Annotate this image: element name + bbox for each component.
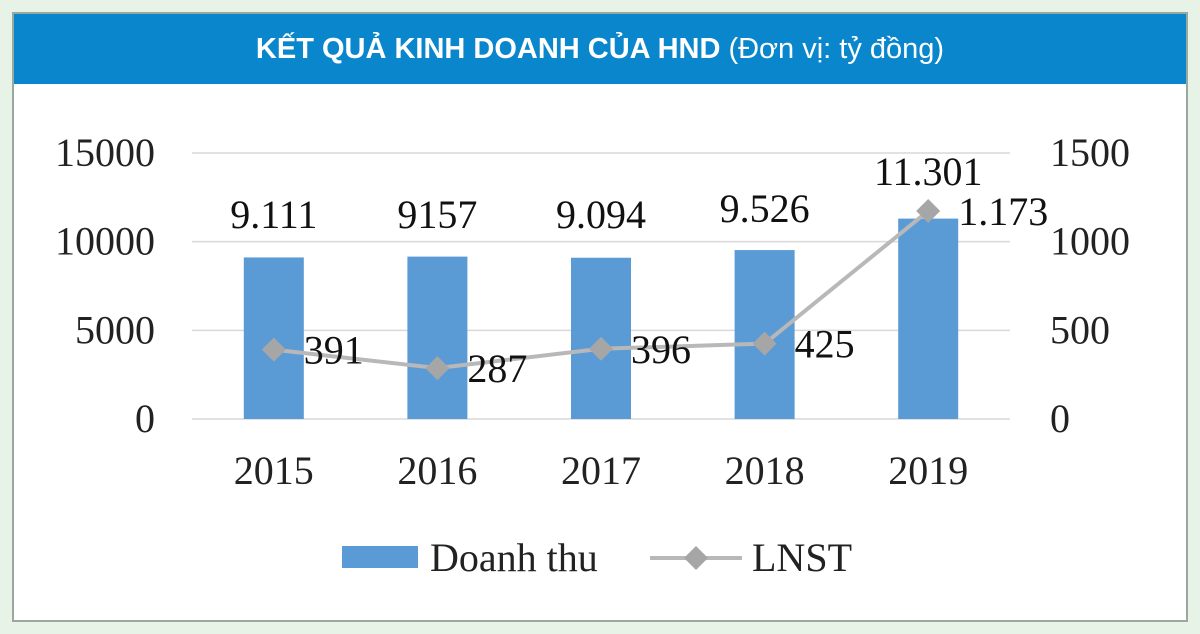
marker-lnst bbox=[261, 337, 286, 362]
y-right-tick-label: 0 bbox=[1050, 396, 1070, 441]
y-right-tick-label: 500 bbox=[1050, 307, 1110, 352]
legend-swatch-doanh-thu bbox=[342, 546, 418, 568]
line-data-label: 391 bbox=[304, 328, 364, 373]
bar-doanh-thu bbox=[407, 256, 468, 419]
y-left-tick-label: 15000 bbox=[55, 130, 155, 175]
legend-label-doanh-thu: Doanh thu bbox=[430, 535, 598, 580]
y-left-tick-label: 5000 bbox=[75, 307, 155, 352]
y-left-tick-label: 10000 bbox=[55, 219, 155, 264]
x-tick-label: 2016 bbox=[397, 448, 477, 493]
legend-marker-lnst bbox=[684, 546, 708, 570]
line-data-label: 425 bbox=[795, 322, 855, 367]
chart-frame: KẾT QUẢ KINH DOANH CỦA HND (Đơn vị: tỷ đ… bbox=[12, 12, 1188, 622]
line-data-label: 1.173 bbox=[958, 189, 1048, 234]
x-tick-label: 2019 bbox=[888, 448, 968, 493]
legend-label-lnst: LNST bbox=[752, 535, 852, 580]
y-left-tick-label: 0 bbox=[135, 396, 155, 441]
marker-lnst bbox=[589, 336, 613, 361]
chart-unit: (Đơn vị: tỷ đồng) bbox=[728, 32, 945, 65]
bar-data-label: 9.111 bbox=[230, 192, 317, 237]
x-tick-label: 2015 bbox=[234, 448, 314, 493]
bar-data-label: 9.526 bbox=[720, 186, 810, 231]
x-tick-label: 2018 bbox=[725, 448, 805, 493]
bar-data-label: 11.301 bbox=[874, 149, 983, 194]
chart-header: KẾT QUẢ KINH DOANH CỦA HND (Đơn vị: tỷ đ… bbox=[14, 14, 1186, 84]
line-data-label: 287 bbox=[467, 346, 527, 391]
marker-lnst bbox=[425, 356, 450, 381]
marker-lnst bbox=[916, 198, 941, 223]
y-right-tick-label: 1500 bbox=[1050, 130, 1130, 175]
bar-data-label: 9.094 bbox=[556, 192, 646, 237]
chart-title: KẾT QUẢ KINH DOANH CỦA HND bbox=[255, 32, 721, 65]
x-tick-label: 2017 bbox=[561, 448, 641, 493]
line-data-label: 396 bbox=[631, 327, 691, 372]
marker-lnst bbox=[752, 331, 777, 356]
bar-doanh-thu bbox=[898, 218, 959, 419]
y-right-tick-label: 1000 bbox=[1050, 219, 1130, 264]
bar-data-label: 9157 bbox=[397, 192, 477, 237]
